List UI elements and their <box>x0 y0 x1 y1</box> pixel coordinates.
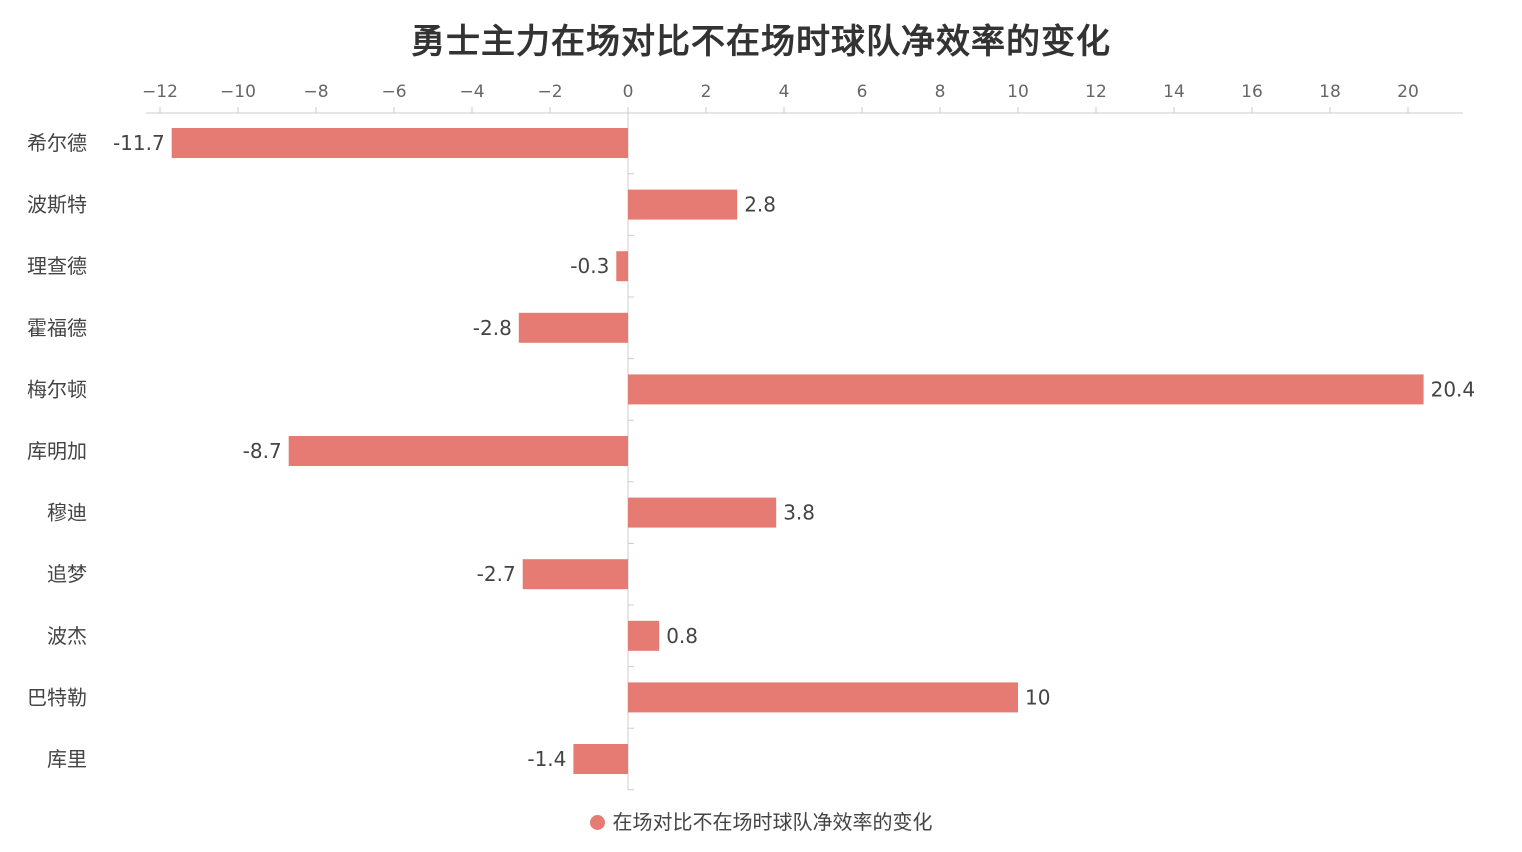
x-tick-label: 20 <box>1397 82 1419 102</box>
bar[interactable] <box>628 189 738 220</box>
data-label: 20.4 <box>1431 377 1476 401</box>
bar[interactable] <box>628 620 660 651</box>
data-label: -2.8 <box>473 316 512 340</box>
bar[interactable] <box>628 497 777 528</box>
label-layer: 希尔德 -11.7 波斯特 2.8 理查德 -0.3 霍福德 -2.8 梅尔顿 20.4 库明加 -8… <box>27 131 1475 771</box>
x-tick-label: −10 <box>220 82 256 102</box>
data-label: -0.3 <box>570 254 609 278</box>
x-tick-label: 14 <box>1163 82 1185 102</box>
x-tick-label: −6 <box>381 82 406 102</box>
x-tick-label: 16 <box>1241 82 1263 102</box>
category-label: 库里 <box>47 747 87 771</box>
category-label: 霍福德 <box>27 316 87 340</box>
x-tick-label: 12 <box>1085 82 1107 102</box>
chart-title: 勇士主力在场对比不在场时球队净效率的变化 <box>411 22 1111 62</box>
category-label: 巴特勒 <box>27 685 87 709</box>
bar[interactable] <box>522 559 628 590</box>
legend-label: 在场对比不在场时球队净效率的变化 <box>612 810 933 834</box>
bar[interactable] <box>288 436 628 466</box>
x-tick-label: 2 <box>701 82 712 102</box>
bar[interactable] <box>628 682 1018 713</box>
data-label: -2.7 <box>477 562 516 586</box>
data-label: 0.8 <box>666 624 698 648</box>
x-tick-label: −12 <box>142 82 178 102</box>
legend-marker-icon <box>589 815 605 830</box>
data-label: -8.7 <box>243 439 282 463</box>
category-label: 梅尔顿 <box>27 377 87 401</box>
x-tick-label: −8 <box>303 82 328 102</box>
bar[interactable] <box>171 128 628 158</box>
category-label: 希尔德 <box>27 131 87 155</box>
data-label: -11.7 <box>113 131 165 155</box>
x-tick-label: −4 <box>459 82 484 102</box>
legend[interactable]: 在场对比不在场时球队净效率的变化 <box>0 806 1522 835</box>
bar[interactable] <box>518 312 628 343</box>
x-tick-label: −2 <box>537 82 562 102</box>
x-tick-label: 0 <box>623 82 634 102</box>
category-label: 波杰 <box>47 624 87 648</box>
data-label: 3.8 <box>783 501 815 525</box>
category-label: 穆迪 <box>47 501 87 525</box>
x-tick-label: 10 <box>1007 82 1029 102</box>
axis-layer: −12 −10 −8 −6 −4 −2 0 2 4 6 8 10 12 14 16 18 20 <box>142 82 1463 791</box>
data-label: 2.8 <box>744 193 776 217</box>
bar-layer <box>171 128 1424 774</box>
category-label: 波斯特 <box>27 193 87 217</box>
bar[interactable] <box>573 744 628 774</box>
category-label: 理查德 <box>27 254 87 278</box>
x-tick-label: 6 <box>857 82 868 102</box>
x-tick-label: 8 <box>935 82 946 102</box>
category-label: 追梦 <box>47 562 87 586</box>
category-label: 库明加 <box>27 439 87 463</box>
bar[interactable] <box>616 251 628 282</box>
x-tick-label: 18 <box>1319 82 1341 102</box>
bar[interactable] <box>628 374 1424 405</box>
data-label: 10 <box>1025 685 1050 709</box>
data-label: -1.4 <box>527 747 566 771</box>
x-tick-label: 4 <box>779 82 790 102</box>
